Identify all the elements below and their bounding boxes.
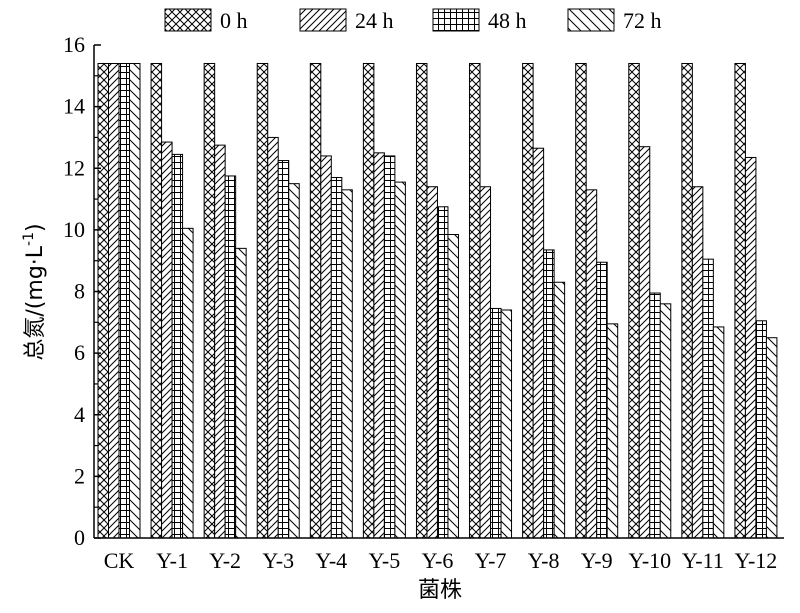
- bar-Y-2-24h: [214, 144, 226, 539]
- bar-Y-9-48h: [596, 261, 608, 539]
- bar-Y-3-24h: [267, 136, 279, 539]
- bar-Y-5-0h: [362, 62, 375, 539]
- bar-Y-2-0h: [203, 62, 216, 539]
- bar-Y-10-0h: [628, 62, 640, 539]
- bar-Y-4-48h: [330, 176, 343, 539]
- y-tick-label: 2: [74, 463, 85, 488]
- legend-label: 48 h: [488, 8, 527, 33]
- bar-CK-24h: [108, 62, 120, 539]
- bar-Y-8-24h: [532, 147, 545, 539]
- x-tick-label: Y-7: [475, 548, 507, 573]
- bar-Y-11-48h: [702, 258, 714, 539]
- legend-label: 24 h: [355, 8, 394, 33]
- y-tick-label: 10: [63, 217, 85, 242]
- x-tick-label: Y-12: [735, 548, 778, 573]
- bar-Y-7-24h: [479, 186, 492, 539]
- bar-Y-1-0h: [150, 62, 163, 539]
- bar-CK-72h: [129, 62, 141, 539]
- bar-Y-8-72h: [553, 281, 566, 539]
- y-tick-label: 4: [74, 402, 85, 427]
- legend: 0 h 24 h 48 h 72 h: [164, 8, 662, 33]
- bar-Y-9-0h: [575, 62, 587, 539]
- x-tick-label: Y-8: [528, 548, 560, 573]
- bar-Y-7-0h: [469, 62, 481, 539]
- bar-CK-48h: [118, 62, 130, 539]
- bar-Y-12-48h: [755, 320, 767, 539]
- y-axis-title-close: ): [23, 223, 48, 232]
- legend-swatch-48h: [432, 8, 480, 32]
- bar-Y-3-72h: [288, 183, 300, 539]
- bar-Y-6-72h: [447, 233, 459, 539]
- y-tick-label: 16: [63, 32, 85, 57]
- bar-Y-6-0h: [415, 62, 428, 539]
- bar-Y-1-24h: [161, 141, 173, 539]
- x-tick-label: Y-1: [156, 548, 188, 573]
- bar-Y-3-0h: [256, 62, 269, 539]
- y-tick-label: 8: [74, 279, 85, 304]
- bar-Y-3-48h: [277, 160, 290, 539]
- bar-Y-11-72h: [712, 326, 725, 539]
- bar-Y-2-72h: [235, 247, 247, 539]
- bar-Y-8-0h: [522, 62, 534, 539]
- x-tick-label: Y-10: [628, 548, 671, 573]
- bar-Y-6-24h: [426, 186, 438, 539]
- y-axis-title: 总氮/(mg·L-1): [21, 223, 48, 360]
- bar-Y-1-72h: [182, 227, 194, 539]
- y-tick-label: 14: [63, 94, 85, 119]
- bar-Y-1-48h: [171, 153, 184, 539]
- bar-Y-6-48h: [436, 206, 449, 539]
- bar-CK-0h: [97, 62, 109, 539]
- bar-Y-7-48h: [490, 307, 502, 539]
- legend-swatch-24h: [299, 8, 347, 32]
- bar-Y-2-48h: [224, 175, 237, 539]
- y-axis-title-superscript: -1: [21, 232, 37, 246]
- bars: [97, 62, 778, 539]
- bar-Y-11-24h: [691, 186, 704, 539]
- x-tick-label: Y-2: [209, 548, 241, 573]
- bar-Y-5-24h: [373, 152, 385, 539]
- x-tick-label: Y-6: [422, 548, 454, 573]
- y-tick-label: 6: [74, 340, 85, 365]
- legend-swatch-0h: [164, 8, 212, 32]
- bar-Y-10-48h: [649, 292, 661, 539]
- x-tick-label: Y-11: [682, 548, 724, 573]
- bar-Y-5-48h: [383, 155, 396, 539]
- x-tick-label: Y-9: [581, 548, 613, 573]
- bar-Y-8-48h: [543, 249, 555, 539]
- bar-Y-4-0h: [309, 62, 322, 539]
- x-tick-label: Y-5: [368, 548, 400, 573]
- x-tick-label: Y-4: [315, 548, 347, 573]
- y-axis-title-main: 总氮/(mg·L: [23, 245, 48, 360]
- bar-Y-12-24h: [744, 156, 757, 539]
- y-tick-label: 12: [63, 155, 85, 180]
- bar-Y-4-72h: [341, 189, 353, 539]
- legend-label: 72 h: [623, 8, 662, 33]
- bar-Y-9-72h: [606, 323, 619, 539]
- legend-swatch-72h: [567, 8, 615, 32]
- x-axis-title: 菌株: [418, 578, 462, 603]
- axes: CK Y-1 Y-2 Y-3 Y-4 Y-5 Y-6 Y-7 Y-8 Y-9 Y-10 Y-11 Y-1…: [63, 32, 784, 573]
- bar-Y-12-0h: [734, 62, 746, 539]
- bar-Y-10-24h: [638, 146, 651, 539]
- bar-Y-11-0h: [681, 62, 693, 539]
- bar-Y-4-24h: [320, 155, 332, 539]
- bar-Y-12-72h: [765, 337, 778, 539]
- y-tick-label: 0: [74, 525, 85, 550]
- bar-Y-10-72h: [659, 303, 672, 539]
- bar-Y-5-72h: [394, 181, 406, 539]
- legend-label: 0 h: [220, 8, 248, 33]
- x-tick-label: CK: [104, 548, 135, 573]
- x-tick-label: Y-3: [262, 548, 294, 573]
- bar-Y-9-24h: [585, 189, 598, 539]
- bar-Y-7-72h: [500, 309, 513, 539]
